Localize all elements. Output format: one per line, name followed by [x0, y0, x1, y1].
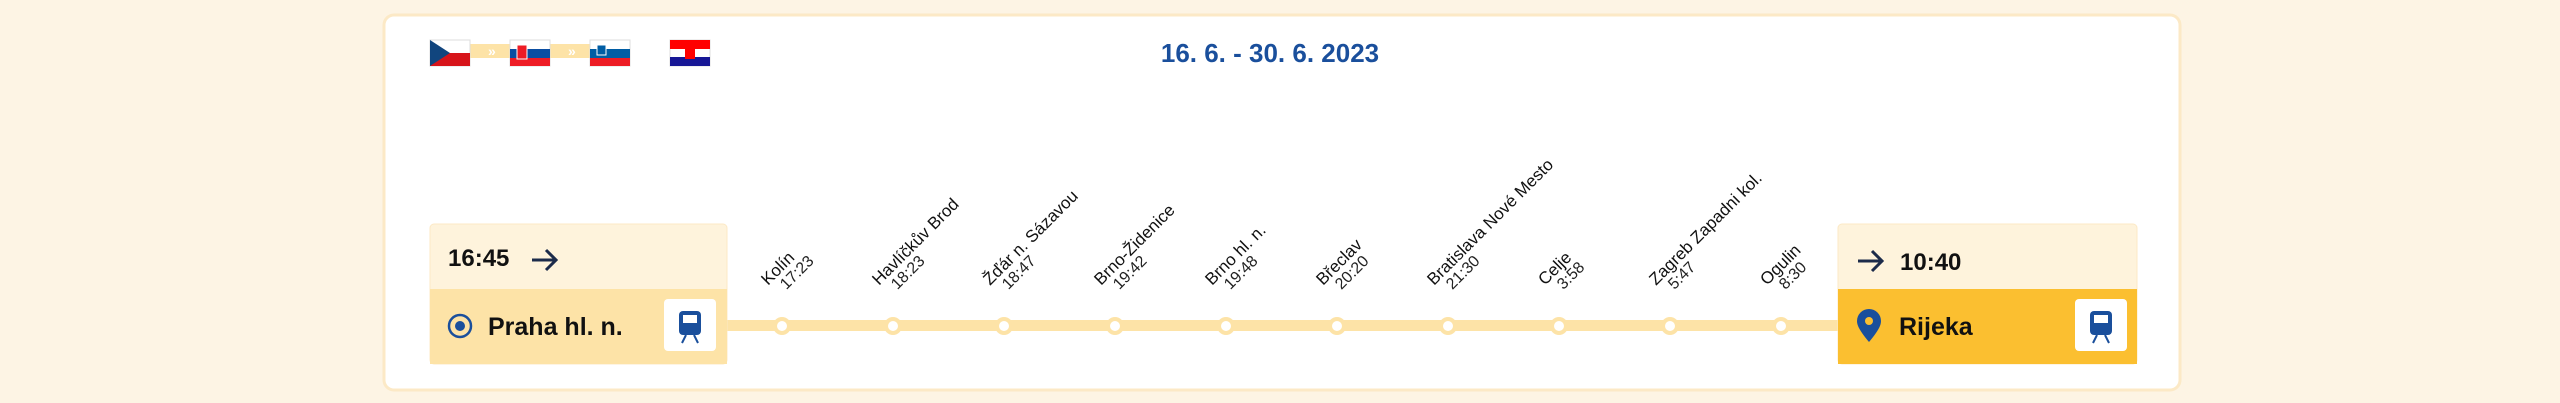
track	[727, 320, 1838, 331]
svg-text:»: »	[568, 43, 576, 59]
departure-station: Praha hl. n.	[488, 313, 623, 341]
departure-box: 16:45 Praha hl. n.	[429, 223, 728, 365]
stop-dot-inner	[1221, 321, 1231, 331]
stop-dot-inner	[1443, 321, 1453, 331]
stop-dot-inner	[1110, 321, 1120, 331]
svg-text:»: »	[648, 43, 656, 59]
departure-time: 16:45	[448, 245, 509, 272]
date-range: 16. 6. - 30. 6. 2023	[1161, 38, 1379, 68]
arrival-station: Rijeka	[1899, 313, 1974, 341]
stop-dot-inner	[1554, 321, 1564, 331]
card	[382, 13, 2182, 392]
stop-dot-inner	[1776, 321, 1786, 331]
stop-dot-inner	[777, 321, 787, 331]
stop-dot-inner	[1665, 321, 1675, 331]
stop-dot-inner	[1332, 321, 1342, 331]
stop-dot-inner	[888, 321, 898, 331]
country-flags: » » »	[429, 39, 711, 67]
stop-dot-inner	[999, 321, 1009, 331]
svg-text:»: »	[488, 43, 496, 59]
arrival-time: 10:40	[1900, 249, 1961, 276]
arrival-box: 10:40 Rijeka	[1837, 223, 2138, 365]
